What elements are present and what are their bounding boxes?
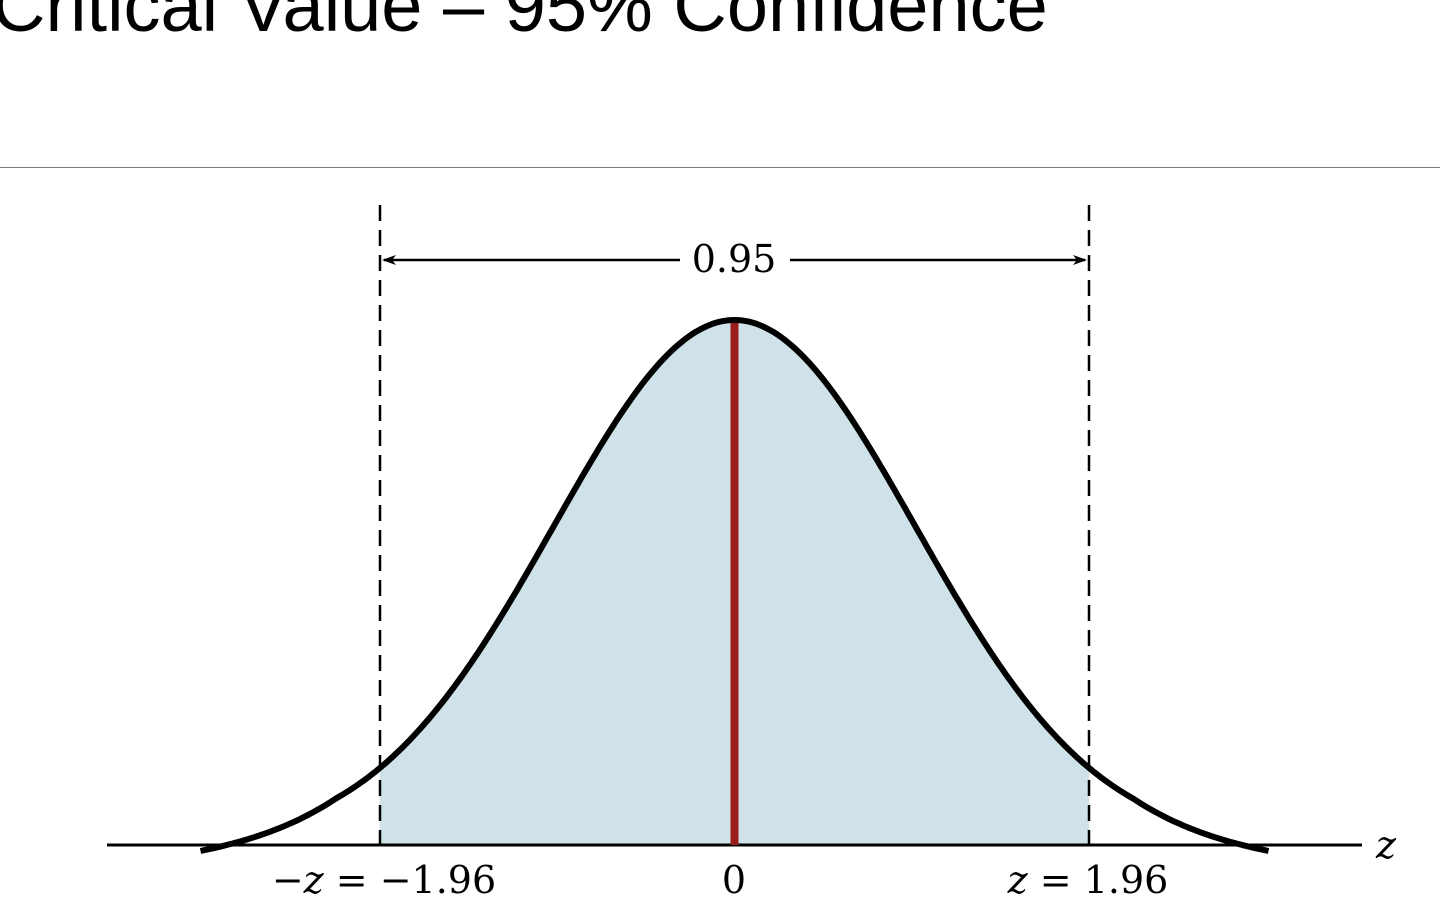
- title-divider: [0, 167, 1440, 168]
- right-critical-value-label: z = 1.96: [1007, 858, 1169, 902]
- right-label-value: = 1.96: [1028, 858, 1169, 902]
- slide-title: Critical Value – 95% Confidence: [0, 0, 1048, 47]
- left-critical-value-label: −z = −1.96: [272, 858, 496, 902]
- left-label-value: = −1.96: [324, 858, 496, 902]
- center-value-label: 0: [722, 858, 746, 902]
- z-axis-label: z: [1375, 823, 1397, 867]
- left-label-variable: −z: [272, 858, 325, 902]
- area-label: 0.95: [692, 237, 777, 281]
- right-label-variable: z: [1007, 858, 1029, 902]
- normal-curve: [199, 316, 1270, 854]
